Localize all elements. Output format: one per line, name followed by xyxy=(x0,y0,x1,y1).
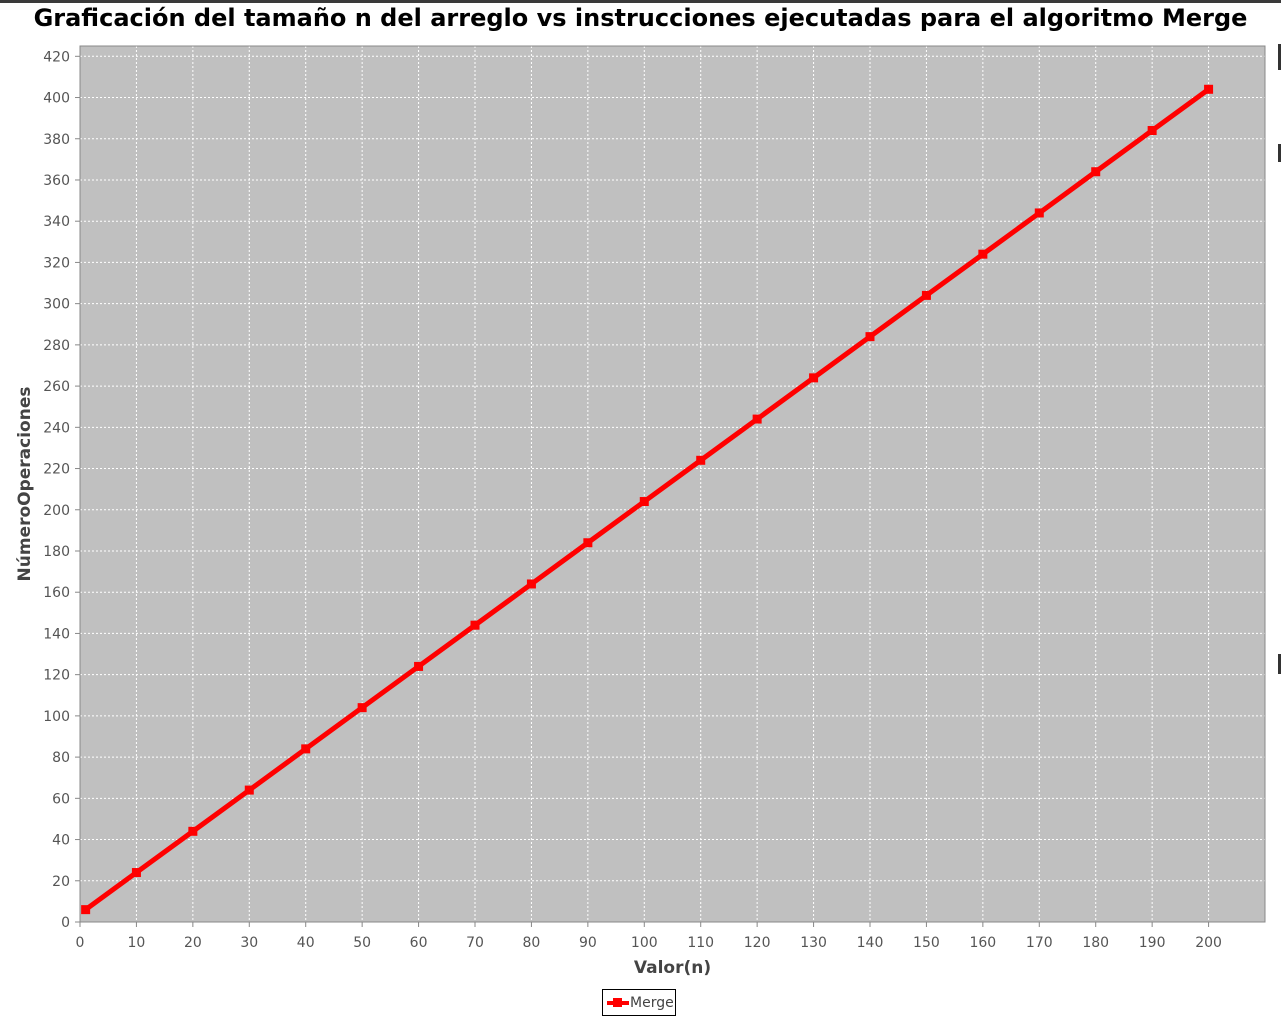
x-axis-title: Valor(n) xyxy=(634,958,711,978)
y-tick-label: 420 xyxy=(43,49,70,65)
x-tick-label: 200 xyxy=(1195,935,1222,951)
data-point xyxy=(526,579,536,589)
x-tick-label: 40 xyxy=(297,935,315,951)
data-point xyxy=(301,744,311,754)
data-point xyxy=(357,703,367,713)
x-tick-label: 60 xyxy=(410,935,428,951)
data-point xyxy=(752,414,762,424)
grid-lines xyxy=(80,46,1265,922)
data-point xyxy=(131,868,141,878)
y-tick-label: 160 xyxy=(43,585,70,601)
data-point xyxy=(244,785,254,795)
data-point xyxy=(414,661,424,671)
y-axis-title: NúmeroOperaciones xyxy=(15,387,35,582)
x-tick-label: 130 xyxy=(800,935,827,951)
window-top-border xyxy=(0,0,1281,3)
chart-title: Graficación del tamaño n del arreglo vs … xyxy=(33,4,1248,32)
legend-marker-swatch xyxy=(613,998,622,1007)
y-tick-label: 60 xyxy=(52,791,70,807)
x-tick-label: 160 xyxy=(969,935,996,951)
y-tick-label: 0 xyxy=(61,915,70,931)
y-tick-label: 80 xyxy=(52,750,70,766)
series-layer xyxy=(81,84,1214,915)
data-point xyxy=(1147,126,1157,136)
x-tick-label: 120 xyxy=(744,935,771,951)
x-tick-label: 170 xyxy=(1026,935,1053,951)
data-point xyxy=(1091,167,1101,177)
x-tick-label: 70 xyxy=(466,935,484,951)
y-tick-label: 340 xyxy=(43,214,70,230)
y-tick-label: 180 xyxy=(43,544,70,560)
data-point xyxy=(583,538,593,548)
data-point xyxy=(1204,84,1214,94)
x-tick-label: 190 xyxy=(1139,935,1166,951)
y-tick-label: 360 xyxy=(43,173,70,189)
x-tick-label: 100 xyxy=(631,935,658,951)
y-tick-label: 240 xyxy=(43,420,70,436)
data-point xyxy=(81,905,91,915)
data-point xyxy=(921,290,931,300)
data-point xyxy=(639,497,649,507)
data-point xyxy=(978,249,988,259)
x-tick-label: 80 xyxy=(523,935,541,951)
y-tick-label: 400 xyxy=(43,91,70,107)
x-tick-label: 90 xyxy=(579,935,597,951)
x-tick-label: 20 xyxy=(184,935,202,951)
y-tick-label: 380 xyxy=(43,132,70,148)
y-tick-label: 140 xyxy=(43,626,70,642)
data-point xyxy=(1034,208,1044,218)
x-tick-label: 180 xyxy=(1082,935,1109,951)
data-point xyxy=(865,332,875,342)
axes: 0 10 20 30 40 50 60 70 80 90 100 110 120 130 140 150 160… xyxy=(43,45,1266,951)
y-tick-label: 100 xyxy=(43,709,70,725)
window-right-edge xyxy=(1278,44,1281,674)
plot-border xyxy=(79,45,1266,923)
y-tick-label: 260 xyxy=(43,379,70,395)
data-point xyxy=(696,455,706,465)
legend-label-merge: Merge xyxy=(630,995,674,1011)
y-tick-label: 300 xyxy=(43,297,70,313)
y-tick-label: 200 xyxy=(43,503,70,519)
y-tick-label: 120 xyxy=(43,668,70,684)
x-tick-label: 140 xyxy=(857,935,884,951)
x-tick-label: 150 xyxy=(913,935,940,951)
legend: Merge xyxy=(602,989,676,1016)
y-tick-label: 280 xyxy=(43,338,70,354)
data-point xyxy=(470,620,480,630)
x-tick-label: 50 xyxy=(353,935,371,951)
y-tick-label: 220 xyxy=(43,462,70,478)
y-tick-label: 20 xyxy=(52,874,70,890)
x-tick-label: 0 xyxy=(76,935,85,951)
x-tick-label: 10 xyxy=(128,935,146,951)
data-point xyxy=(188,826,198,836)
x-tick-label: 110 xyxy=(687,935,714,951)
y-tick-label: 40 xyxy=(52,833,70,849)
x-tick-label: 30 xyxy=(240,935,258,951)
data-point xyxy=(809,373,819,383)
y-tick-label: 320 xyxy=(43,255,70,271)
